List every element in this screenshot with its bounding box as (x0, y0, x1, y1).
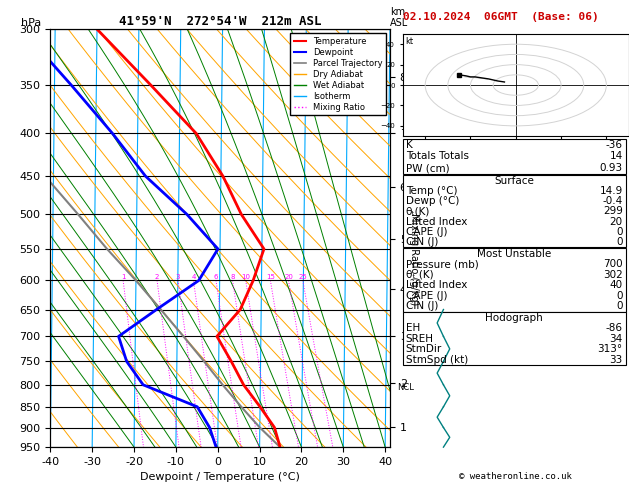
Text: 0: 0 (616, 291, 623, 301)
Text: K: K (406, 139, 413, 150)
Text: 302: 302 (603, 270, 623, 279)
Legend: Temperature, Dewpoint, Parcel Trajectory, Dry Adiabat, Wet Adiabat, Isotherm, Mi: Temperature, Dewpoint, Parcel Trajectory… (291, 34, 386, 116)
Text: θₜ(K): θₜ(K) (406, 207, 430, 216)
Text: -86: -86 (606, 323, 623, 333)
Text: EH: EH (406, 323, 420, 333)
Text: kt: kt (405, 37, 413, 46)
Text: 299: 299 (603, 207, 623, 216)
Text: -36: -36 (606, 139, 623, 150)
Text: 25: 25 (298, 275, 307, 280)
Text: SREH: SREH (406, 334, 434, 344)
Text: 34: 34 (610, 334, 623, 344)
Text: 20: 20 (610, 217, 623, 226)
Text: 313°: 313° (598, 344, 623, 354)
Text: Hodograph: Hodograph (486, 313, 543, 323)
Text: 0: 0 (616, 237, 623, 247)
Text: 0: 0 (616, 301, 623, 311)
Text: 40: 40 (610, 280, 623, 290)
Text: 2: 2 (155, 275, 159, 280)
Text: 3: 3 (175, 275, 181, 280)
Text: Lifted Index: Lifted Index (406, 280, 467, 290)
Text: 02.10.2024  06GMT  (Base: 06): 02.10.2024 06GMT (Base: 06) (403, 12, 598, 22)
Text: 10: 10 (241, 275, 250, 280)
Text: 700: 700 (603, 259, 623, 269)
Text: Totals Totals: Totals Totals (406, 152, 469, 161)
Text: θₜ (K): θₜ (K) (406, 270, 433, 279)
Text: CIN (J): CIN (J) (406, 237, 438, 247)
Text: NCL: NCL (397, 382, 414, 392)
Text: 15: 15 (266, 275, 275, 280)
Text: hPa: hPa (21, 18, 42, 28)
Text: Dewp (°C): Dewp (°C) (406, 196, 459, 206)
Text: 14: 14 (610, 152, 623, 161)
Text: 8: 8 (230, 275, 235, 280)
Text: PW (cm): PW (cm) (406, 163, 449, 174)
Text: <<: << (431, 276, 447, 285)
Text: 20: 20 (284, 275, 293, 280)
Text: Lifted Index: Lifted Index (406, 217, 467, 226)
Text: <<<: <<< (431, 128, 455, 139)
Title: 41°59'N  272°54'W  212m ASL: 41°59'N 272°54'W 212m ASL (119, 15, 321, 28)
Text: 1: 1 (121, 275, 125, 280)
Text: 14.9: 14.9 (599, 186, 623, 196)
Text: 6: 6 (214, 275, 218, 280)
Text: CIN (J): CIN (J) (406, 301, 438, 311)
Text: <<<: <<< (431, 209, 455, 219)
Text: CAPE (J): CAPE (J) (406, 291, 447, 301)
X-axis label: Dewpoint / Temperature (°C): Dewpoint / Temperature (°C) (140, 472, 300, 483)
Text: Temp (°C): Temp (°C) (406, 186, 457, 196)
Text: <<<: <<< (431, 331, 455, 341)
Text: 4: 4 (191, 275, 196, 280)
Text: Pressure (mb): Pressure (mb) (406, 259, 479, 269)
Text: 33: 33 (610, 355, 623, 364)
Text: Mixing Ratio (g/kg): Mixing Ratio (g/kg) (409, 213, 419, 305)
Text: Surface: Surface (494, 175, 534, 186)
Text: km
ASL: km ASL (390, 7, 408, 28)
Text: CAPE (J): CAPE (J) (406, 227, 447, 237)
Text: StmSpd (kt): StmSpd (kt) (406, 355, 468, 364)
Text: 0: 0 (616, 227, 623, 237)
Text: StmDir: StmDir (406, 344, 442, 354)
Text: Most Unstable: Most Unstable (477, 249, 552, 259)
Text: -0.4: -0.4 (603, 196, 623, 206)
Text: 0.93: 0.93 (599, 163, 623, 174)
Text: © weatheronline.co.uk: © weatheronline.co.uk (459, 472, 572, 481)
